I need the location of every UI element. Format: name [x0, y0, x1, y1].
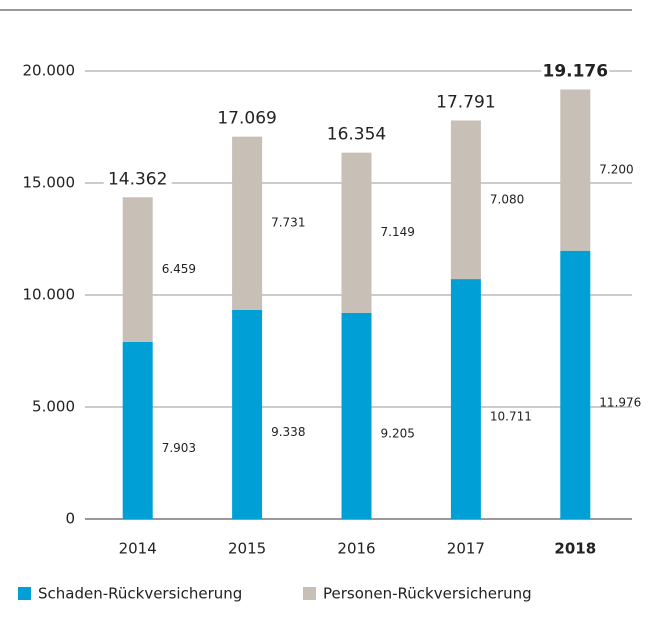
legend-label: Personen-Rückversicherung: [323, 585, 532, 603]
y-tick-label: 10.000: [23, 286, 76, 304]
value-label: 9.338: [271, 425, 305, 439]
y-tick-label: 0: [65, 510, 75, 528]
bar-segment: [560, 250, 591, 519]
value-label: 7.149: [381, 225, 415, 239]
bar-segment: [450, 279, 481, 519]
x-tick-label: 2015: [228, 540, 266, 558]
x-tick-label: 2018: [554, 540, 596, 558]
value-label: 6.459: [162, 262, 196, 276]
y-tick-label: 5.000: [32, 398, 75, 416]
value-label: 10.711: [490, 410, 532, 424]
total-label-bg: [322, 123, 391, 146]
bar-segment: [341, 152, 372, 313]
value-label: 7.903: [162, 441, 196, 455]
total-label: 17.069: [217, 109, 276, 129]
bar-segment: [232, 309, 263, 519]
y-tick-label: 15.000: [23, 174, 76, 192]
total-label-bg: [213, 107, 282, 130]
bar-segment: [122, 341, 153, 519]
total-label-bg: [103, 168, 172, 191]
x-tick-label: 2017: [447, 540, 485, 558]
legend-swatch: [18, 587, 31, 600]
legend-label: Schaden-Rückversicherung: [38, 585, 242, 603]
y-tick-label: 20.000: [23, 62, 76, 80]
bar-segment: [232, 136, 263, 310]
total-label: 16.354: [327, 125, 386, 145]
bar-segment: [450, 120, 481, 280]
bar-segment: [560, 89, 591, 251]
x-tick-label: 2014: [119, 540, 157, 558]
total-label-bg: [541, 60, 610, 83]
total-label: 17.791: [436, 92, 495, 112]
bar-segment: [341, 312, 372, 519]
total-label-bg: [431, 91, 500, 114]
value-label: 11.976: [599, 395, 641, 409]
value-label: 7.080: [490, 192, 524, 206]
value-label: 7.200: [599, 163, 633, 177]
total-label: 19.176: [542, 61, 608, 81]
total-label: 14.362: [108, 169, 167, 189]
legend-swatch: [303, 587, 316, 600]
value-label: 7.731: [271, 216, 305, 230]
bar-segment: [122, 197, 153, 342]
x-tick-label: 2016: [337, 540, 375, 558]
value-label: 9.205: [381, 426, 415, 440]
